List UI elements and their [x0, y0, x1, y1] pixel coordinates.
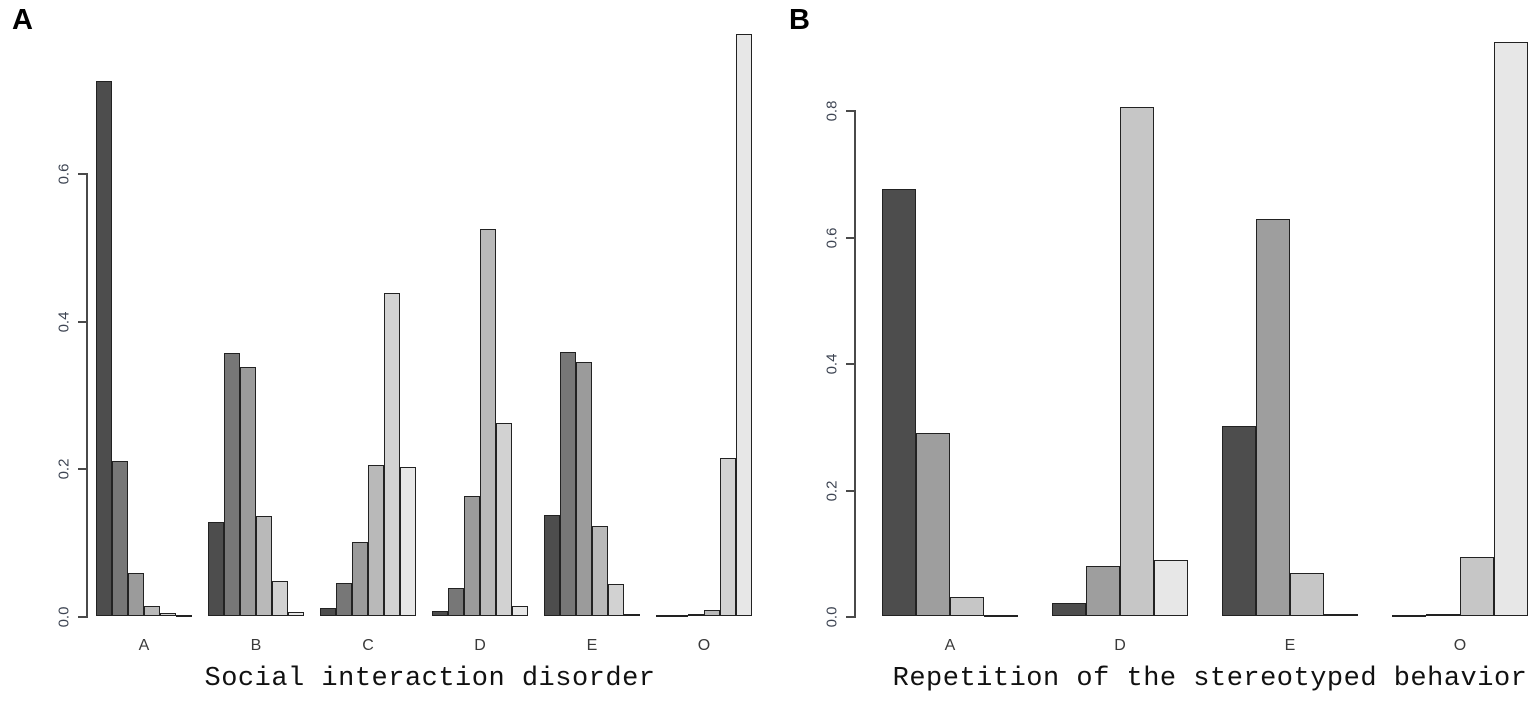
- bar-E-shade-2: [1256, 219, 1290, 616]
- bar-B-shade-4: [256, 515, 272, 616]
- x-category-label: O: [1453, 637, 1467, 654]
- bar-A-shade-1: [96, 80, 112, 616]
- bar-D-shade-3: [1120, 107, 1154, 616]
- bar-C-shade-5: [384, 292, 400, 616]
- bar-C-shade-1: [320, 607, 336, 616]
- bar-D-shade-4: [480, 228, 496, 616]
- bar-D-shade-6: [512, 606, 528, 616]
- bar-O-shade-4: [1494, 42, 1528, 616]
- y-axis-tick-label: 0.2: [823, 480, 841, 502]
- y-axis-tick-label: 0.4: [823, 353, 841, 375]
- bar-O-shade-3: [1460, 556, 1494, 616]
- bar-D-shade-4: [1154, 559, 1188, 616]
- y-axis-tick: [846, 236, 854, 239]
- y-axis-tick: [78, 468, 86, 471]
- y-axis-tick-label: 0.6: [823, 227, 841, 249]
- bar-A-shade-5: [160, 613, 176, 616]
- y-axis-line: [86, 173, 88, 618]
- bar-D-shade-2: [1086, 566, 1120, 616]
- bar-E-shade-2: [560, 351, 576, 616]
- bar-D-shade-1: [432, 610, 448, 616]
- bar-B-shade-1: [208, 522, 224, 616]
- bar-A-shade-2: [916, 432, 950, 616]
- bar-E-shade-3: [576, 362, 592, 616]
- bar-O-shade-1: [656, 614, 672, 617]
- bar-A-shade-4: [984, 614, 1018, 617]
- x-category-label: E: [1284, 637, 1296, 654]
- bar-B-shade-2: [224, 353, 240, 616]
- x-axis-title-a: Social interaction disorder: [204, 664, 656, 694]
- x-category-label: O: [697, 637, 711, 654]
- y-axis-tick: [846, 110, 854, 113]
- y-axis-tick: [78, 173, 86, 176]
- bar-E-shade-4: [1324, 614, 1358, 617]
- bar-B-shade-5: [272, 581, 288, 616]
- bar-A-shade-3: [950, 597, 984, 616]
- bar-C-shade-3: [352, 542, 368, 616]
- bar-O-shade-2: [672, 614, 688, 617]
- bar-D-shade-5: [496, 422, 512, 616]
- bar-A-shade-6: [176, 614, 192, 617]
- bar-E-shade-1: [544, 514, 560, 616]
- bar-A-shade-3: [128, 573, 144, 616]
- y-axis-tick: [846, 489, 854, 492]
- y-axis-tick: [78, 320, 86, 323]
- y-axis-line: [854, 110, 856, 618]
- bar-B-shade-3: [240, 366, 256, 616]
- x-category-label: C: [362, 637, 374, 654]
- bar-A-shade-2: [112, 461, 128, 616]
- bar-A-shade-4: [144, 606, 160, 616]
- bar-C-shade-4: [368, 464, 384, 616]
- y-axis-tick: [846, 363, 854, 366]
- panel-b-label: B: [789, 4, 810, 36]
- bar-D-shade-1: [1052, 602, 1086, 616]
- bar-O-shade-6: [736, 34, 752, 616]
- bar-D-shade-3: [464, 495, 480, 616]
- x-category-label: D: [474, 637, 486, 654]
- bar-B-shade-6: [288, 612, 304, 616]
- bar-O-shade-5: [720, 458, 736, 616]
- y-axis-tick-label: 0.0: [823, 606, 841, 628]
- panel-a-label: A: [12, 4, 33, 36]
- x-category-label: E: [586, 637, 598, 654]
- bar-E-shade-4: [592, 525, 608, 616]
- bar-E-shade-6: [624, 613, 640, 616]
- y-axis-tick: [846, 616, 854, 618]
- bar-O-shade-1: [1392, 615, 1426, 617]
- y-axis-tick: [78, 616, 86, 618]
- bar-E-shade-3: [1290, 573, 1324, 616]
- bar-O-shade-3: [688, 613, 704, 616]
- y-axis-tick-label: 0.8: [823, 100, 841, 122]
- bar-O-shade-4: [704, 610, 720, 616]
- bar-O-shade-2: [1426, 614, 1460, 617]
- x-axis-title-b: Repetition of the stereotyped behavior: [892, 664, 1528, 694]
- bar-D-shade-2: [448, 587, 464, 616]
- x-category-label: B: [250, 637, 262, 654]
- x-category-label: A: [944, 637, 956, 654]
- bar-E-shade-1: [1222, 426, 1256, 616]
- bar-E-shade-5: [608, 584, 624, 616]
- bar-C-shade-6: [400, 466, 416, 616]
- bar-C-shade-2: [336, 582, 352, 616]
- bar-A-shade-1: [882, 189, 916, 616]
- x-category-label: A: [138, 637, 150, 654]
- x-category-label: D: [1114, 637, 1126, 654]
